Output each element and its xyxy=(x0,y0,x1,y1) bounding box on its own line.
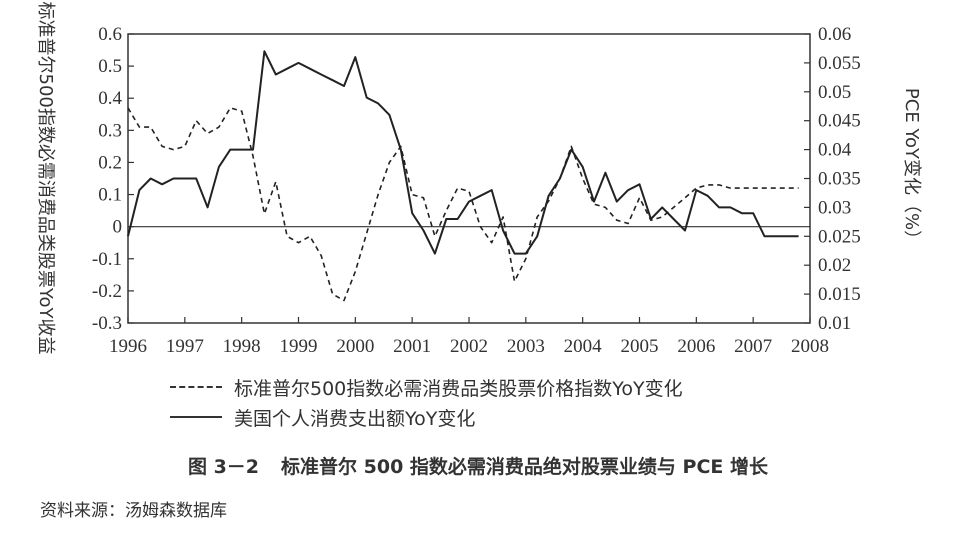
x-tick-label: 2006 xyxy=(677,336,715,357)
y-left-tick-label: -0.3 xyxy=(92,313,122,334)
y-right-tick-label: 0.06 xyxy=(818,24,851,45)
x-tick-label: 1998 xyxy=(223,336,261,357)
y-left-tick-label: 0.3 xyxy=(98,120,122,141)
figure-number: 图 3－2 xyxy=(187,456,260,478)
y-right-tick-label: 0.035 xyxy=(818,169,861,190)
y-left-tick-label: -0.1 xyxy=(92,249,122,270)
y-left-tick-label: 0.5 xyxy=(98,56,122,77)
x-tick-label: 2003 xyxy=(507,336,545,357)
y-right-tick-label: 0.02 xyxy=(818,255,851,276)
x-tick-label: 2004 xyxy=(564,336,603,357)
legend-label-dashed: 标准普尔500指数必需消费品类股票价格指数YoY变化 xyxy=(234,377,683,400)
x-tick-label: 2007 xyxy=(734,336,772,357)
x-tick-label: 1999 xyxy=(280,336,318,357)
y-left-tick-label: 0.6 xyxy=(98,24,122,45)
figure-title: 标准普尔 500 指数必需消费品绝对股票业绩与 PCE 增长 xyxy=(281,456,769,478)
y-right-tick-label: 0.045 xyxy=(818,111,861,132)
y-left-tick-label: 0.1 xyxy=(98,185,122,206)
solid-series-line xyxy=(127,50,799,255)
x-tick-label: 2000 xyxy=(336,336,374,357)
legend-item-dashed: 标准普尔500指数必需消费品类股票价格指数YoY变化 xyxy=(170,372,810,402)
dashed-series-line xyxy=(127,107,799,302)
y-left-tick-label: -0.2 xyxy=(92,281,122,302)
y-right-tick-label: 0.025 xyxy=(818,226,861,247)
plot-frame xyxy=(127,33,811,324)
source-note: 资料来源：汤姆森数据库 xyxy=(40,501,227,521)
x-tick-label: 2005 xyxy=(621,336,659,357)
y-right-tick-label: 0.055 xyxy=(818,53,861,74)
y-left-axis-title: 标准普尔500指数必需消费品类股票YoY收益 xyxy=(35,2,56,355)
y-right-tick-label: 0.01 xyxy=(818,313,851,334)
x-tick-label: 1996 xyxy=(109,336,147,357)
figure-caption: 图 3－2 标准普尔 500 指数必需消费品绝对股票业绩与 PCE 增长 xyxy=(0,452,956,479)
y-right-tick-label: 0.05 xyxy=(818,82,851,103)
y-left-tick-label: 0.4 xyxy=(98,88,122,109)
y-right-tick-label: 0.015 xyxy=(818,284,861,305)
x-tick-label: 2008 xyxy=(791,336,829,357)
legend: 标准普尔500指数必需消费品类股票价格指数YoY变化 美国个人消费支出额YoY变… xyxy=(170,372,810,432)
legend-label-solid: 美国个人消费支出额YoY变化 xyxy=(234,407,476,430)
legend-item-solid: 美国个人消费支出额YoY变化 xyxy=(170,402,810,432)
y-left-tick-label: 0 xyxy=(113,217,123,238)
y-left-tick-label: 0.2 xyxy=(98,152,122,173)
legend-solid-line-swatch xyxy=(170,416,222,418)
axis-ticks: 1996 1997 1998 1999 2000 2001 2002 2003 2004 2005… xyxy=(92,24,861,357)
series-lines xyxy=(127,50,799,302)
y-right-axis-title: PCE YoY变化（%） xyxy=(901,88,922,248)
x-tick-label: 1997 xyxy=(166,336,204,357)
y-right-tick-label: 0.04 xyxy=(818,140,852,161)
x-tick-label: 2001 xyxy=(393,336,431,357)
x-tick-label: 2002 xyxy=(450,336,488,357)
legend-dashed-line-swatch xyxy=(170,386,222,388)
y-right-tick-label: 0.03 xyxy=(818,197,851,218)
